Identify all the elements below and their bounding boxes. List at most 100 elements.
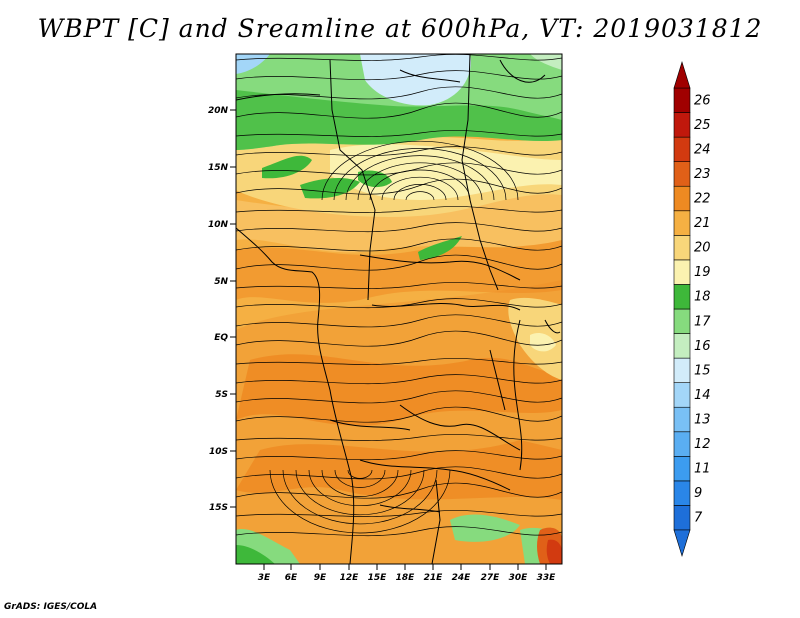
streamline xyxy=(405,191,435,201)
streamline xyxy=(236,238,562,252)
streamline xyxy=(236,206,562,213)
streamline xyxy=(236,390,562,404)
streamline-field xyxy=(236,54,562,537)
streamline xyxy=(236,314,562,328)
lon-label: 27E xyxy=(481,573,501,583)
streamline xyxy=(334,469,386,488)
lat-label: 5S xyxy=(215,390,228,400)
colorbar: 7 9 11 12 13 14 15 16 17 18 19 20 21 22 23 24 25 26 xyxy=(673,60,711,558)
colorbar-segment xyxy=(673,357,691,383)
streamline xyxy=(236,254,562,271)
lon-label: 6E xyxy=(285,573,298,583)
colorbar-segment xyxy=(673,185,691,212)
streamline xyxy=(236,86,562,100)
streamline xyxy=(295,469,425,516)
lat-label: 10S xyxy=(209,447,228,457)
colorbar-segment xyxy=(673,210,691,236)
lon-label: 30E xyxy=(509,573,529,583)
map-title: WBPT [C] and Sreamline at 600hPa, VT: 20… xyxy=(37,14,763,43)
lon-label: 9E xyxy=(314,573,327,583)
streamline xyxy=(236,282,562,289)
colorbar-label: 16 xyxy=(694,339,711,354)
colorbar-label: 9 xyxy=(694,486,702,501)
credit-label: GrADS: IGES/COLA xyxy=(4,602,98,612)
lat-label: 10N xyxy=(208,220,229,230)
streamline xyxy=(236,510,562,517)
lat-label: 15N xyxy=(208,163,229,173)
longitude-axis: 3E 6E 9E 12E 15E 18E 21E 24E 27E 30E 33E xyxy=(258,564,556,583)
streamline xyxy=(269,469,451,534)
streamline xyxy=(236,358,562,365)
streamline xyxy=(236,222,562,233)
streamline xyxy=(236,526,562,537)
streamline xyxy=(347,469,373,479)
colorbar-segment xyxy=(673,284,691,310)
colorbar-label: 13 xyxy=(694,413,711,428)
colorbar-label: 11 xyxy=(694,462,711,477)
colorbar-segment xyxy=(673,431,691,457)
lon-label: 3E xyxy=(258,573,271,583)
lon-label: 18E xyxy=(396,573,416,583)
colorbar-segment xyxy=(673,505,691,531)
colorbar-label: 23 xyxy=(694,167,711,182)
wbpt-shading xyxy=(236,54,562,564)
colorbar-segment xyxy=(673,308,691,334)
lat-label: 15S xyxy=(209,503,228,513)
streamline xyxy=(236,162,562,176)
colorbar-label: 24 xyxy=(694,142,711,157)
streamline xyxy=(236,298,562,309)
lat-label: EQ xyxy=(214,333,228,343)
colorbar-label: 17 xyxy=(694,314,711,329)
streamline xyxy=(236,330,562,347)
lon-label: 21E xyxy=(424,573,444,583)
latitude-axis: 20N 15N 10N 5N EQ 5S 10S 15S xyxy=(208,106,236,513)
lat-label: 20N xyxy=(208,106,229,116)
colorbar-segment xyxy=(673,136,691,162)
colorbar-segment xyxy=(673,406,691,433)
streamline xyxy=(236,130,562,137)
country-borders xyxy=(236,54,561,564)
colorbar-segment xyxy=(673,382,691,408)
streamline xyxy=(236,406,562,423)
colorbar-label: 12 xyxy=(694,437,711,452)
streamline xyxy=(321,140,519,201)
colorbar-segment xyxy=(673,161,691,187)
colorbar-label: 15 xyxy=(694,363,711,378)
colorbar-segment xyxy=(673,259,691,285)
streamline xyxy=(236,70,562,81)
colorbar-min-arrow xyxy=(673,529,691,558)
streamline xyxy=(357,162,483,201)
streamline xyxy=(282,469,438,525)
colorbar-label: 18 xyxy=(694,290,711,305)
lon-label: 24E xyxy=(452,573,472,583)
colorbar-label: 26 xyxy=(694,93,711,108)
streamline xyxy=(321,469,399,497)
colorbar-segment xyxy=(673,112,691,138)
map-panel xyxy=(236,54,562,564)
streamline xyxy=(393,184,447,201)
streamline xyxy=(236,102,562,119)
colorbar-label: 20 xyxy=(694,241,711,256)
streamline xyxy=(236,482,562,499)
colorbar-segment xyxy=(673,480,691,506)
colorbar-label: 7 xyxy=(694,511,703,526)
colorbar-label: 14 xyxy=(694,388,711,403)
streamline xyxy=(345,155,495,201)
streamline xyxy=(236,466,562,480)
colorbar-label: 21 xyxy=(694,216,711,231)
lon-label: 12E xyxy=(340,573,360,583)
lon-label: 15E xyxy=(368,573,388,583)
streamline xyxy=(236,146,562,157)
colorbar-segment xyxy=(673,333,691,359)
streamline xyxy=(381,176,459,201)
colorbar-segment xyxy=(673,235,691,261)
streamline xyxy=(236,374,562,385)
colorbar-label: 22 xyxy=(694,192,711,207)
colorbar-segment xyxy=(673,456,691,482)
streamline xyxy=(308,469,412,506)
colorbar-label: 25 xyxy=(694,118,711,133)
colorbar-max-arrow xyxy=(673,60,691,89)
streamline xyxy=(236,178,562,195)
map-frame xyxy=(235,53,563,565)
